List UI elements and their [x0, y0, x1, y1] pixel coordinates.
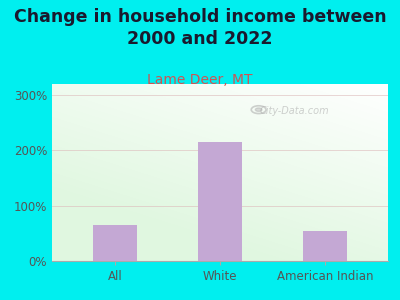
Text: City-Data.com: City-Data.com	[259, 106, 329, 116]
Bar	[198, 142, 242, 261]
Text: Change in household income between
2000 and 2022: Change in household income between 2000 …	[14, 8, 386, 48]
Bar	[303, 231, 347, 261]
Bar	[93, 225, 137, 261]
Text: Lame Deer, MT: Lame Deer, MT	[147, 74, 253, 88]
Circle shape	[255, 108, 262, 111]
